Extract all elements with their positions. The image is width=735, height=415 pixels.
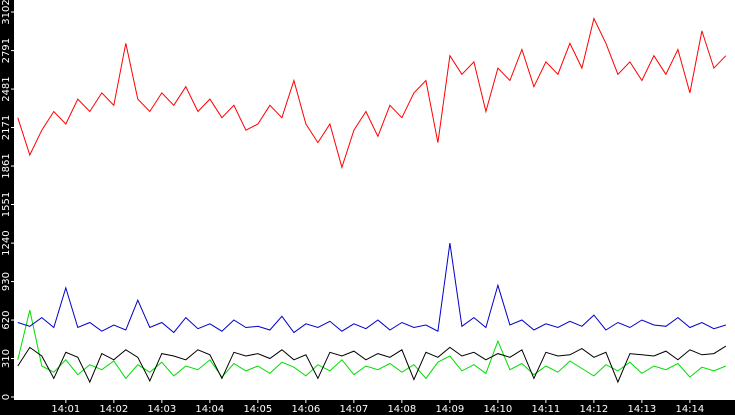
y-tick-label: 1240	[1, 230, 12, 255]
x-tick-label: 14:03	[147, 404, 176, 415]
x-axis-band	[0, 400, 735, 415]
series-line	[17, 243, 727, 334]
x-tick-label: 14:04	[195, 404, 224, 415]
x-tick-label: 14:11	[531, 404, 560, 415]
series-line	[17, 17, 727, 170]
y-tick-label: 620	[1, 311, 12, 330]
x-tick-label: 14:13	[627, 404, 656, 415]
x-tick-label: 14:01	[51, 404, 80, 415]
x-tick-label: 14:02	[99, 404, 128, 415]
y-tick-label: 2481	[1, 76, 12, 101]
x-tick-label: 14:05	[243, 404, 272, 415]
x-tick-label: 14:12	[579, 404, 608, 415]
y-tick-label: 310	[1, 349, 12, 368]
x-tick-label: 14:07	[339, 404, 368, 415]
y-tick-label: 1861	[1, 153, 12, 178]
series-line	[17, 309, 727, 380]
y-axis-band	[0, 0, 14, 415]
y-tick-label: 2791	[1, 38, 12, 63]
x-tick-label: 14:06	[291, 404, 320, 415]
series-line	[17, 345, 727, 384]
x-tick-label: 14:10	[483, 404, 512, 415]
y-tick-label: 1551	[1, 192, 12, 217]
y-tick-label: 3102	[1, 0, 12, 25]
y-tick-label: 930	[1, 272, 12, 291]
y-tick-label: 2171	[1, 115, 12, 140]
x-tick-label: 14:08	[387, 404, 416, 415]
y-tick-label: 0	[1, 394, 12, 400]
x-tick-label: 14:14	[675, 404, 704, 415]
x-tick-label: 14:09	[435, 404, 464, 415]
